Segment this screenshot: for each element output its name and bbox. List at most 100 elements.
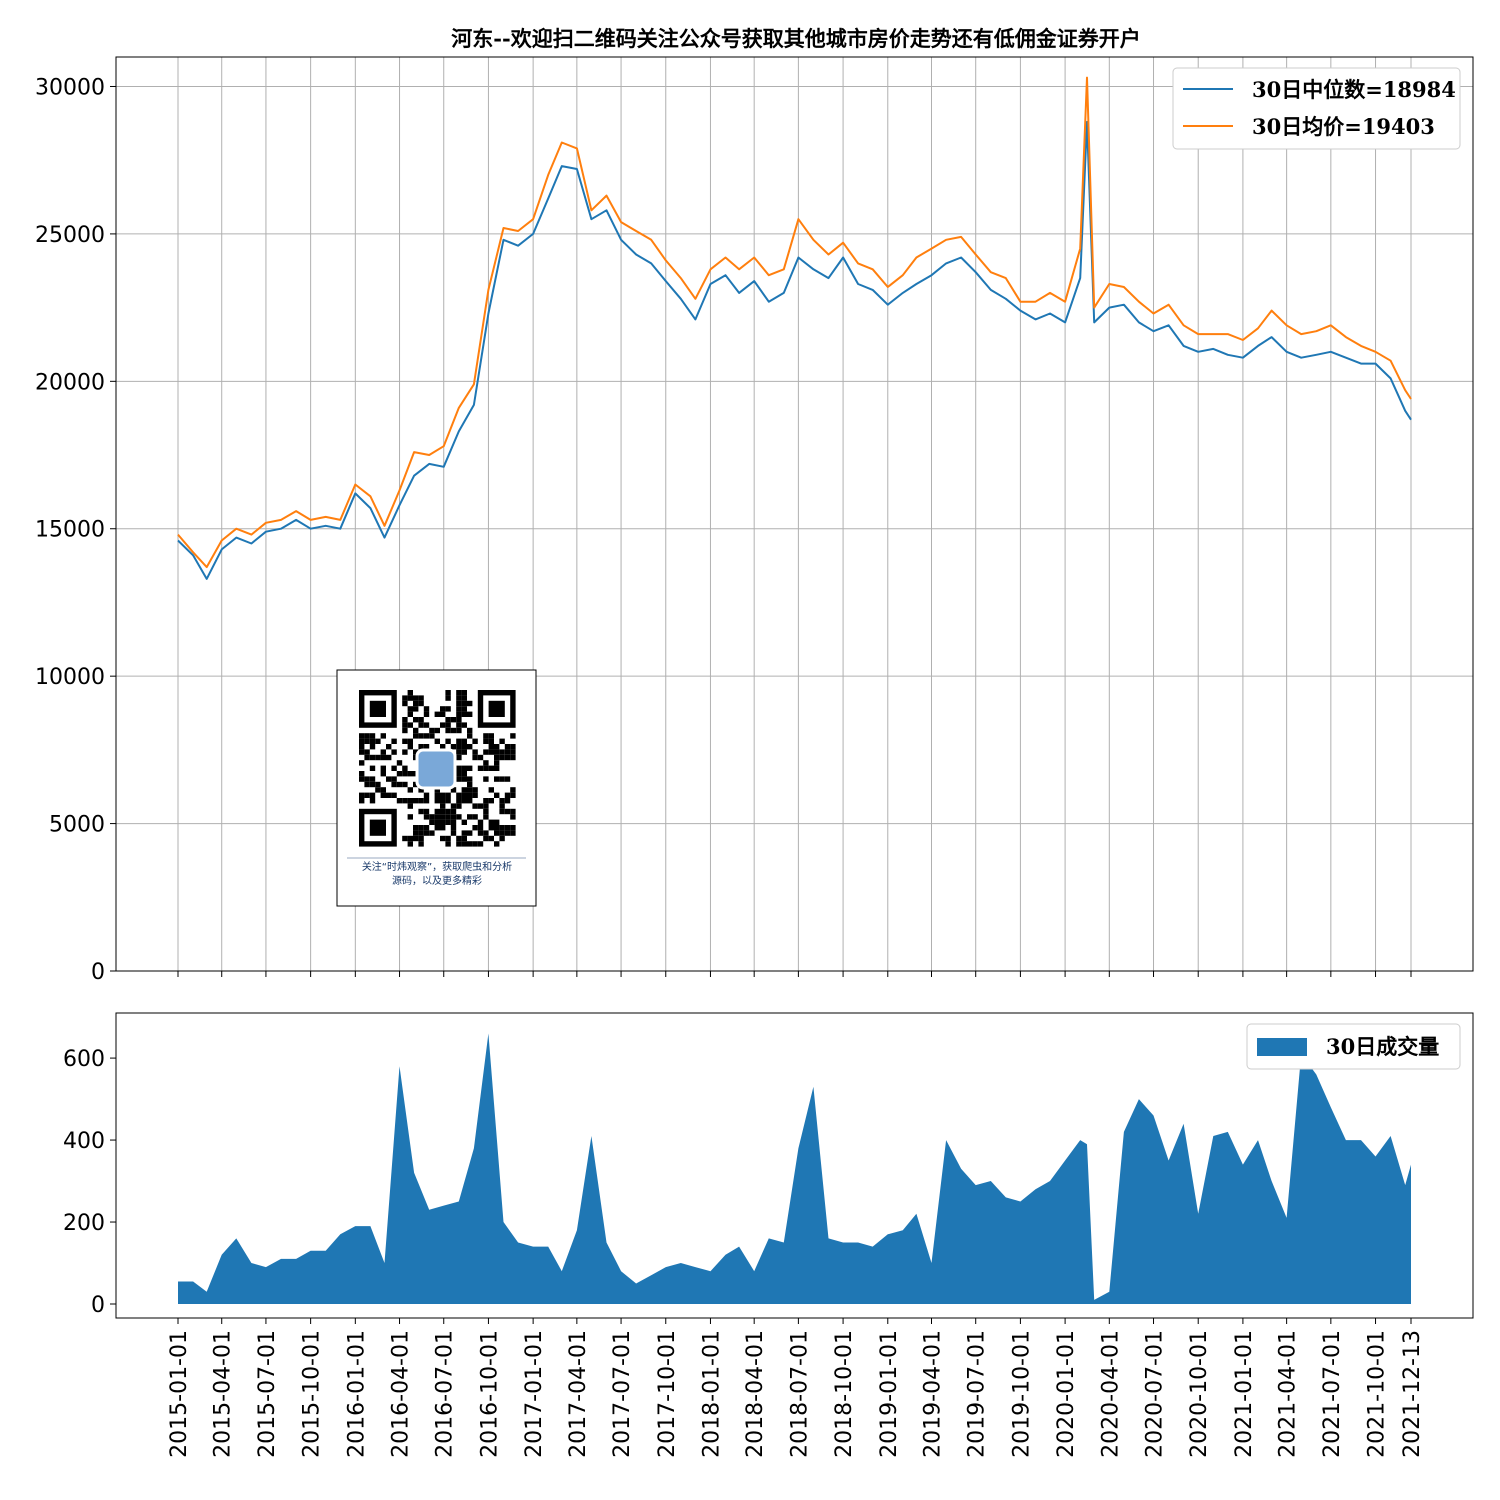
qr-module bbox=[391, 765, 397, 771]
price-grid bbox=[116, 57, 1473, 972]
qr-module bbox=[461, 695, 467, 701]
x-tick-label: 2020-01-01 bbox=[1054, 1330, 1079, 1458]
qr-module bbox=[483, 835, 489, 842]
qr-module bbox=[364, 792, 370, 798]
qr-module bbox=[477, 841, 484, 847]
x-tick-label: 2015-10-01 bbox=[300, 1330, 325, 1458]
qr-module bbox=[510, 744, 516, 750]
qr-module bbox=[418, 830, 424, 836]
qr-module bbox=[413, 781, 419, 788]
x-tick-label: 2017-01-01 bbox=[522, 1330, 547, 1458]
qr-module bbox=[467, 765, 473, 771]
qr-module bbox=[413, 835, 419, 842]
qr-module bbox=[499, 749, 505, 755]
qr-module bbox=[504, 776, 511, 782]
x-tick-label: 2021-10-01 bbox=[1365, 1330, 1390, 1458]
x-tick-label: 2020-07-01 bbox=[1143, 1330, 1168, 1458]
qr-module bbox=[445, 727, 451, 734]
qr-module bbox=[407, 841, 413, 847]
qr-module bbox=[418, 787, 424, 793]
qr-module bbox=[380, 749, 386, 755]
qr-module bbox=[440, 819, 446, 825]
qr-module bbox=[407, 706, 413, 712]
qr-module bbox=[364, 776, 370, 782]
qr-module bbox=[456, 706, 462, 712]
qr-module bbox=[467, 814, 473, 820]
x-tick-label: 2015-01-01 bbox=[167, 1330, 192, 1458]
qr-module bbox=[483, 760, 489, 766]
qr-module bbox=[461, 700, 467, 707]
qr-module bbox=[364, 733, 370, 739]
qr-module bbox=[450, 744, 457, 750]
qr-module bbox=[494, 765, 500, 771]
qr-module bbox=[391, 781, 397, 788]
qr-module bbox=[488, 825, 494, 831]
qr-module bbox=[510, 733, 516, 739]
price-series bbox=[177, 76, 1412, 580]
qr-module bbox=[445, 792, 451, 798]
qr-module bbox=[359, 749, 365, 755]
qr-module bbox=[386, 754, 392, 761]
qr-module bbox=[510, 814, 516, 820]
qr-module bbox=[461, 744, 467, 750]
qr-module bbox=[434, 814, 440, 820]
price-legend-label: 30日均价=19403 bbox=[1252, 114, 1435, 139]
qr-module bbox=[488, 798, 494, 804]
qr-module bbox=[369, 733, 376, 739]
qr-module bbox=[423, 808, 430, 815]
qr-module bbox=[369, 738, 376, 744]
qr-module bbox=[434, 808, 440, 815]
qr-module bbox=[380, 754, 386, 761]
qr-module bbox=[450, 717, 457, 723]
qr-module bbox=[369, 744, 376, 750]
qr-module bbox=[477, 803, 484, 809]
qr-module bbox=[450, 727, 457, 734]
qr-module bbox=[434, 787, 440, 793]
qr-module bbox=[456, 765, 462, 771]
qr-module bbox=[494, 754, 500, 761]
qr-module bbox=[359, 744, 365, 750]
qr-module bbox=[456, 690, 462, 696]
qr-module bbox=[472, 749, 478, 755]
qr-module bbox=[477, 754, 484, 761]
qr-module bbox=[510, 787, 516, 793]
price-y-tick-label: 25000 bbox=[35, 223, 105, 248]
qr-module bbox=[467, 733, 473, 739]
qr-module bbox=[461, 690, 467, 696]
qr-module bbox=[488, 744, 494, 750]
qr-module bbox=[472, 754, 478, 761]
price-x-tickmarks bbox=[177, 971, 1412, 977]
x-tick-label: 2020-04-01 bbox=[1098, 1330, 1123, 1458]
qr-module bbox=[440, 825, 446, 831]
qr-module bbox=[380, 733, 386, 739]
qr-module bbox=[396, 781, 403, 788]
qr-module bbox=[467, 700, 473, 707]
qr-module bbox=[494, 749, 500, 755]
qr-module bbox=[472, 803, 478, 809]
qr-module bbox=[461, 819, 467, 825]
x-tick-label: 2021-01-01 bbox=[1232, 1330, 1257, 1458]
qr-module bbox=[369, 765, 376, 771]
qr-module bbox=[423, 733, 430, 739]
qr-module bbox=[461, 841, 467, 847]
qr-module bbox=[483, 749, 489, 755]
x-tick-label: 2016-04-01 bbox=[389, 1330, 414, 1458]
qr-module bbox=[407, 787, 413, 793]
price-legend-frame bbox=[1172, 67, 1461, 150]
volume-y-tick-label: 200 bbox=[63, 1211, 105, 1236]
qr-module bbox=[504, 825, 511, 831]
price-y-tick-label: 30000 bbox=[35, 75, 105, 100]
qr-module bbox=[369, 792, 376, 798]
qr-module bbox=[445, 841, 451, 847]
qr-module bbox=[456, 798, 462, 804]
qr-module bbox=[445, 738, 451, 744]
qr-module bbox=[456, 835, 462, 842]
qr-module bbox=[423, 792, 430, 798]
x-tick-label: 2018-04-01 bbox=[743, 1330, 768, 1458]
qr-module bbox=[456, 749, 462, 755]
qr-module bbox=[477, 825, 484, 831]
qr-module bbox=[434, 711, 440, 717]
qr-module bbox=[391, 738, 397, 744]
qr-module bbox=[434, 825, 440, 831]
qr-module bbox=[423, 814, 430, 820]
